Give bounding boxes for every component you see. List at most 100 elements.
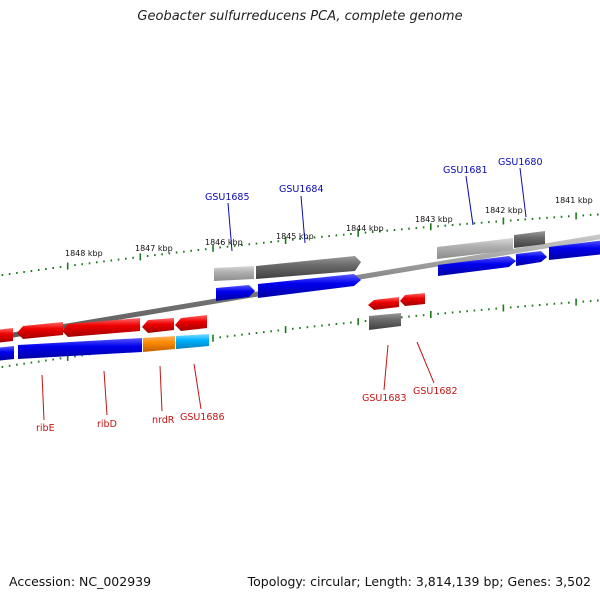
minor-tick [8, 273, 11, 275]
gene-label-ribd[interactable]: ribD [97, 419, 117, 430]
scale-label: 1841 kbp [555, 196, 593, 205]
scale-label: 1845 kbp [276, 232, 314, 241]
cds-block[interactable] [0, 346, 14, 361]
minor-tick [473, 222, 476, 225]
minor-tick [379, 230, 381, 233]
minor-tick [154, 254, 156, 257]
major-tick [502, 217, 505, 225]
gene-label-gsu1681[interactable]: GSU1681 [443, 165, 488, 176]
top-gene-label-leaders [227, 167, 527, 252]
major-tick [430, 311, 432, 318]
gene-label-gsu1684[interactable]: GSU1684 [279, 184, 324, 195]
gene-gsu1683-lower-block[interactable] [369, 313, 401, 330]
minor-tick [560, 302, 563, 305]
minor-tick [1, 274, 4, 276]
minor-tick [597, 299, 599, 302]
minor-tick [241, 333, 243, 336]
gene-gsu1682-block[interactable] [400, 293, 425, 306]
minor-tick [299, 327, 301, 329]
gene-ribd-block[interactable] [62, 318, 140, 337]
minor-tick [241, 244, 243, 247]
minor-tick [589, 300, 592, 303]
major-tick [575, 212, 577, 220]
minor-tick [37, 360, 40, 363]
minor-tick [546, 216, 548, 219]
minor-tick [117, 258, 120, 261]
major-tick [575, 298, 577, 306]
minor-tick [589, 213, 592, 216]
minor-tick [74, 355, 76, 358]
gene-gsu1680-block[interactable] [514, 231, 545, 248]
minor-tick [74, 264, 76, 267]
minor-tick [459, 310, 461, 313]
minor-tick [546, 303, 548, 306]
bottom-gene-label-leaders [41, 341, 435, 421]
minor-tick [45, 268, 47, 270]
minor-tick [81, 263, 83, 266]
minor-tick [248, 332, 251, 335]
gene-label-gsu1685[interactable]: GSU1685 [205, 192, 250, 203]
gene-gsu1683-block[interactable] [368, 297, 399, 310]
minor-tick [517, 218, 519, 221]
minor-tick [538, 304, 541, 306]
cds-block[interactable] [516, 251, 547, 266]
gene-gsu1686-block[interactable] [175, 315, 207, 331]
cds-block[interactable] [18, 338, 142, 359]
cds-block[interactable] [216, 285, 255, 301]
gene-label-gsu1682[interactable]: GSU1682 [413, 386, 458, 397]
cds-block[interactable] [258, 274, 361, 298]
gene-label-nrdr[interactable]: nrdR [152, 415, 175, 426]
minor-tick [103, 260, 105, 263]
minor-tick [175, 251, 178, 254]
minor-tick [531, 217, 534, 220]
minor-tick [161, 253, 163, 256]
gene-gsu1681-block[interactable] [437, 238, 513, 259]
minor-tick [364, 231, 367, 234]
minor-tick [415, 227, 418, 230]
gene-nrdr-block[interactable] [142, 318, 174, 333]
minor-tick [531, 304, 534, 307]
cds-block-orange[interactable] [143, 336, 175, 352]
minor-tick [233, 334, 236, 337]
gene-label-gsu1686[interactable]: GSU1686 [180, 412, 225, 423]
minor-tick [473, 309, 476, 312]
major-tick [212, 334, 214, 342]
minor-tick [422, 226, 425, 229]
cds-block[interactable] [438, 256, 516, 276]
cds-block[interactable] [549, 240, 600, 260]
major-tick [502, 304, 505, 312]
gene-label-gsu1683[interactable]: GSU1683 [362, 393, 407, 404]
minor-tick [313, 236, 316, 239]
gene-gsu1685-block[interactable] [214, 266, 254, 281]
gene-gsu1684-block[interactable] [256, 256, 361, 279]
gene-label-ribe[interactable]: ribE [36, 423, 55, 434]
minor-tick [393, 229, 396, 231]
minor-tick [480, 308, 483, 311]
gene-ribe-block[interactable] [17, 322, 63, 339]
cds-block-cyan[interactable] [176, 334, 209, 349]
minor-tick [415, 314, 418, 317]
minor-tick [451, 311, 454, 314]
top-gene-labels: GSU1685 GSU1684 GSU1681 GSU1680 [205, 157, 543, 203]
minor-tick [299, 238, 301, 240]
minor-tick [517, 305, 519, 308]
minor-tick [480, 221, 483, 224]
minor-tick [306, 237, 309, 240]
minor-tick [59, 266, 62, 269]
minor-tick [509, 219, 512, 222]
scale-labels: 1848 kbp 1847 kbp 1846 kbp 1845 kbp 1844… [65, 196, 593, 258]
minor-tick [30, 361, 33, 364]
minor-tick [335, 234, 338, 237]
minor-tick [270, 241, 272, 243]
gene-label-gsu1680[interactable]: GSU1680 [498, 157, 543, 168]
minor-tick [277, 329, 280, 332]
major-tick [66, 353, 69, 361]
minor-tick [190, 249, 192, 252]
minor-tick [335, 323, 338, 325]
minor-tick [386, 229, 388, 232]
gene-block[interactable] [0, 328, 13, 343]
minor-tick [52, 267, 54, 269]
minor-tick [488, 308, 490, 311]
minor-tick [168, 252, 171, 255]
